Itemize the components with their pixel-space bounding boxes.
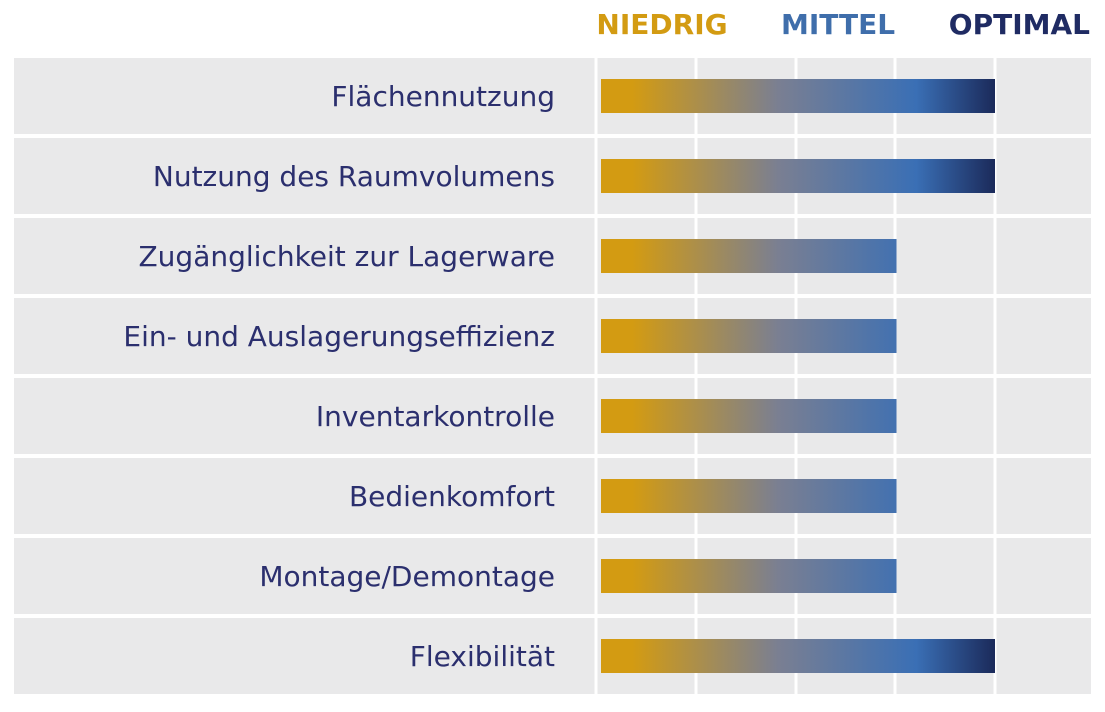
bar [601,639,995,673]
bar [601,319,897,353]
row-label: Zugänglichkeit zur Lagerware [139,240,556,273]
legend-label-niedrig: NIEDRIG [596,8,727,41]
bar [601,479,897,513]
row-panel [14,218,1091,294]
row-label: Inventarkontrolle [316,400,555,433]
legend-label-mittel: MITTEL [781,8,895,41]
bar [601,239,897,273]
row-panel [14,378,1091,454]
bar [601,159,995,193]
row-panel [14,458,1091,534]
bar [601,399,897,433]
bars [601,79,995,673]
legend: NIEDRIG MITTEL OPTIMAL [596,8,1090,41]
legend-label-optimal: OPTIMAL [949,8,1090,41]
bar [601,79,995,113]
chart-rows [14,58,1091,694]
row-label: Montage/Demontage [259,560,555,593]
bar [601,559,897,593]
row-panel [14,538,1091,614]
row-panel [14,298,1091,374]
row-label: Flexibilität [410,640,555,673]
row-label: Nutzung des Raumvolumens [153,160,555,193]
row-label: Bedienkomfort [349,480,555,513]
row-labels: Flächennutzung Nutzung des Raumvolumens Zu… [123,80,555,673]
row-label: Flächennutzung [331,80,555,113]
row-label: Ein- und Auslagerungseffizienz [123,320,555,353]
